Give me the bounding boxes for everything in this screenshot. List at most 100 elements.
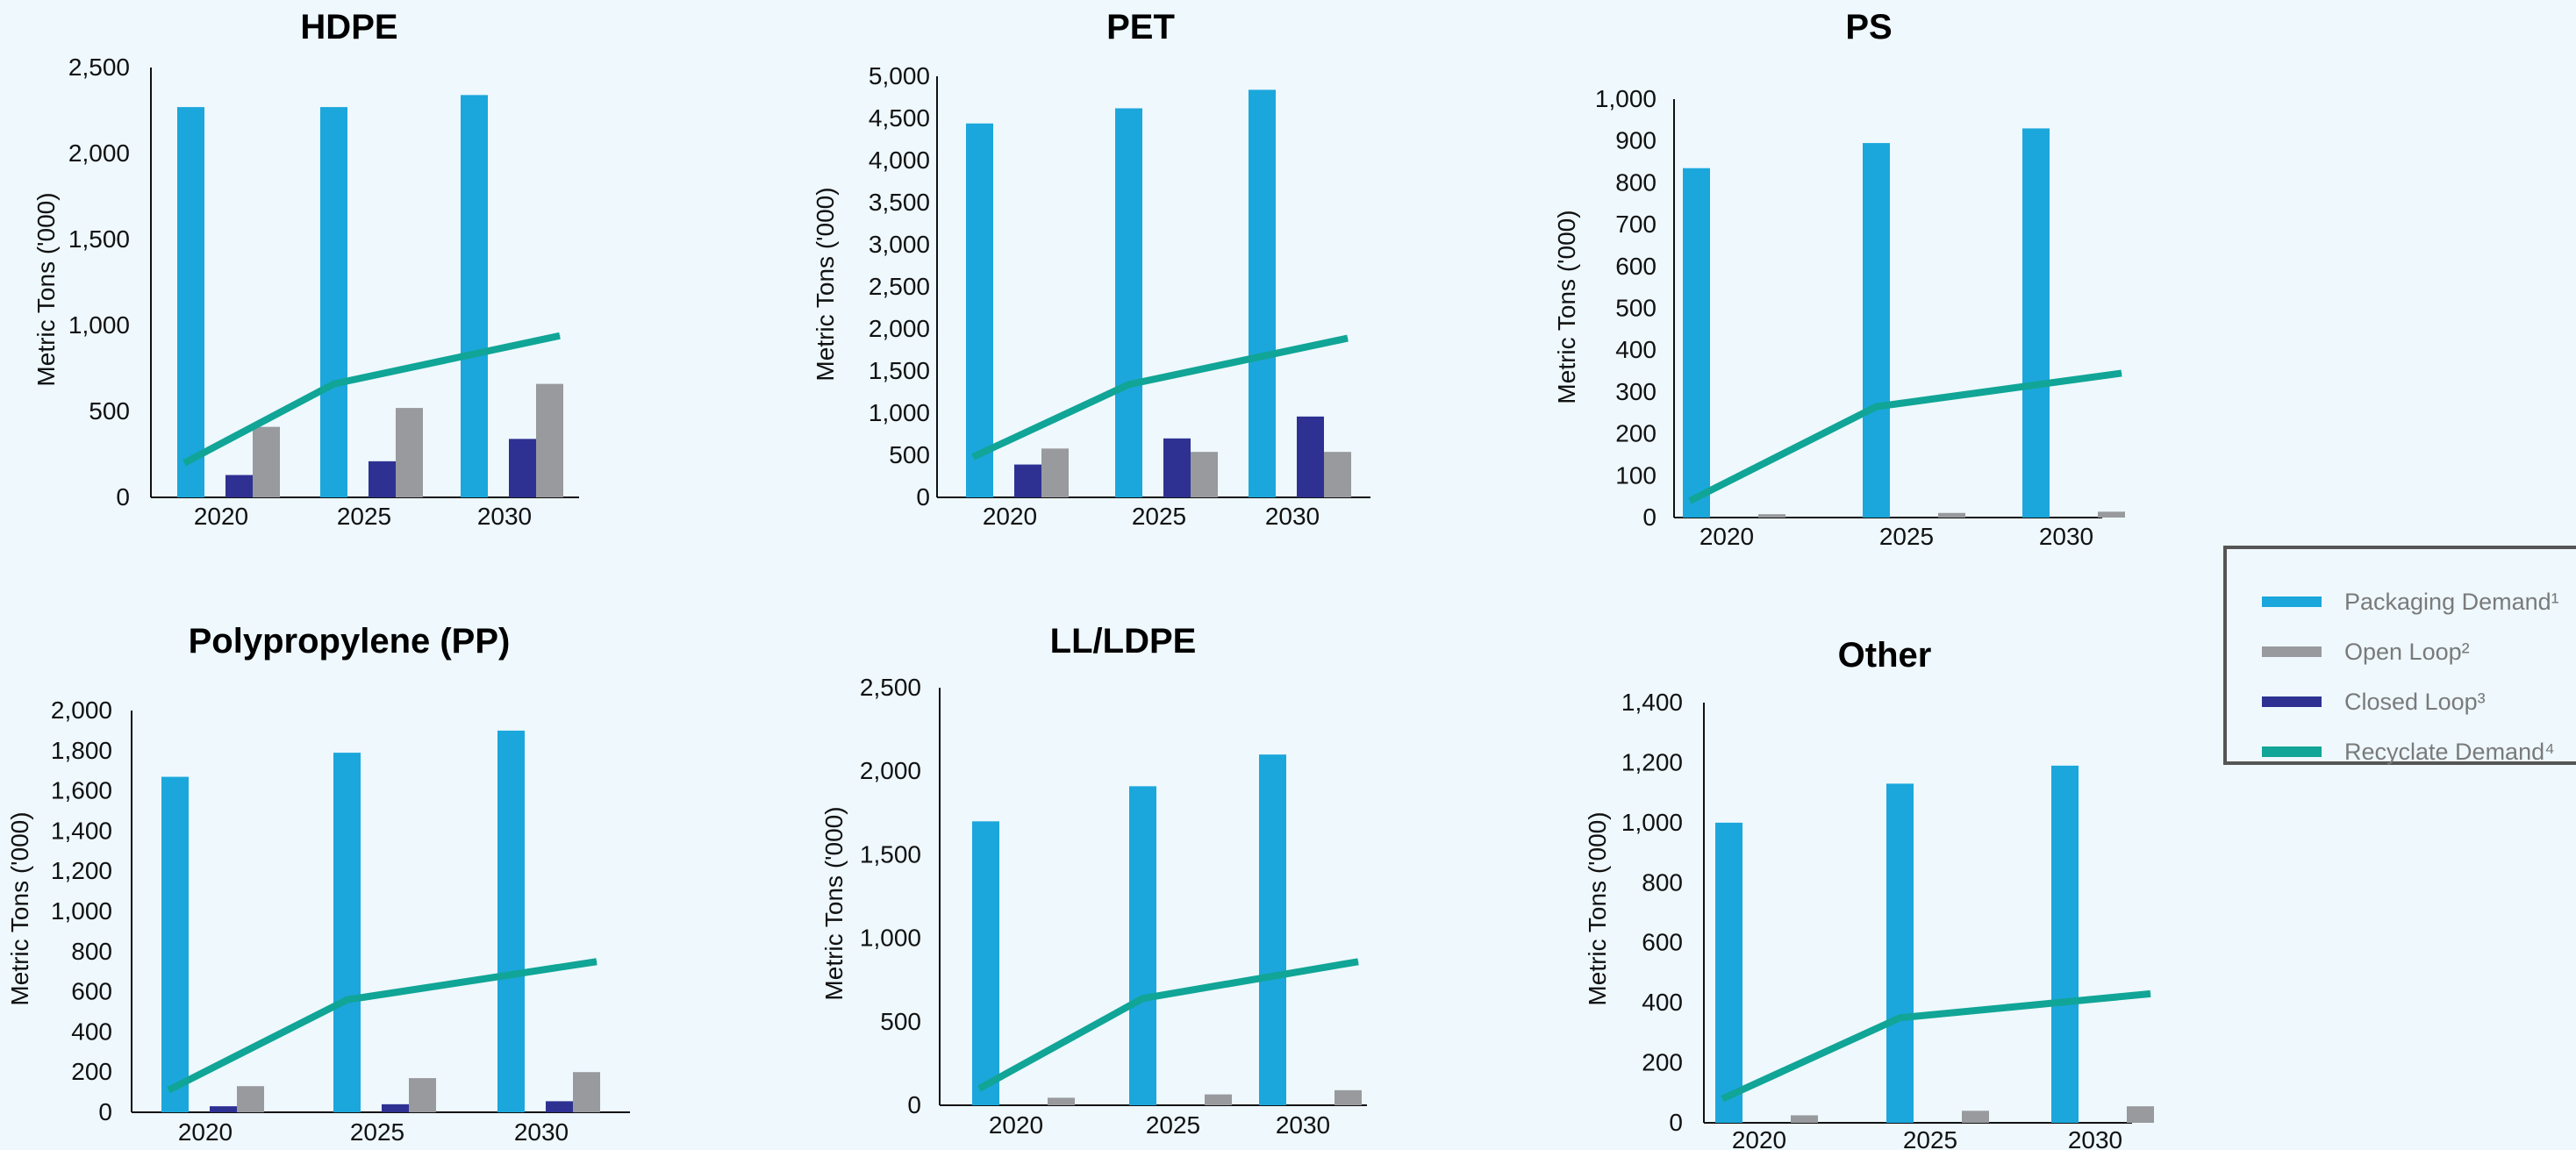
x-tick-label: 2020 — [1732, 1126, 1786, 1150]
y-axis-label: Metric Tons ('000) — [812, 187, 839, 381]
bar-open-loop — [237, 1086, 264, 1112]
bar-open-loop — [2127, 1106, 2154, 1123]
legend-label: Packaging Demand¹ — [2344, 588, 2559, 615]
bar-open-loop — [1205, 1094, 1232, 1105]
x-tick-label: 2025 — [350, 1118, 404, 1146]
chart-title: PET — [1106, 8, 1175, 46]
y-tick-label: 600 — [1615, 253, 1657, 280]
x-tick-label: 2020 — [1699, 523, 1754, 550]
point-recyclate-demand — [559, 335, 561, 337]
line-recyclate-demand — [167, 958, 597, 1094]
bar-packaging-demand — [1259, 754, 1286, 1105]
legend-item-open-loop: Open Loop² — [2262, 634, 2470, 669]
point-recyclate-demand — [978, 1088, 980, 1089]
bar-closed-loop — [1014, 464, 1041, 497]
y-tick-label: 200 — [1615, 420, 1657, 447]
y-axis-label: Metric Tons ('000) — [32, 192, 60, 386]
y-tick-label: 1,000 — [860, 925, 921, 952]
bar-packaging-demand — [2022, 128, 2050, 518]
y-tick-label: 1,200 — [51, 857, 112, 884]
legend-label: Open Loop² — [2344, 638, 2470, 665]
bar-packaging-demand — [1249, 89, 1276, 498]
y-tick-label: 4,500 — [869, 104, 930, 132]
y-tick-label: 1,600 — [51, 777, 112, 804]
legend-item-packaging-demand: Packaging Demand¹ — [2262, 584, 2559, 619]
x-tick-label: 2025 — [1903, 1126, 1957, 1150]
bar-open-loop — [1791, 1115, 1818, 1123]
bar-packaging-demand — [972, 821, 999, 1105]
chart-title: HDPE — [300, 8, 397, 46]
y-axis-label: Metric Tons ('000) — [6, 811, 33, 1005]
bar-closed-loop — [210, 1106, 237, 1112]
bar-packaging-demand — [1115, 108, 1142, 497]
y-tick-label: 200 — [1642, 1049, 1683, 1076]
y-tick-label: 1,500 — [869, 357, 930, 384]
bar-packaging-demand — [177, 107, 204, 497]
chart-title: LL/LDPE — [1050, 622, 1197, 661]
y-tick-label: 0 — [1669, 1109, 1683, 1136]
point-recyclate-demand — [1142, 997, 1143, 999]
x-tick-label: 2030 — [2068, 1126, 2122, 1150]
y-tick-label: 1,000 — [1595, 85, 1657, 112]
bar-open-loop — [1962, 1111, 1989, 1123]
y-axis-label: Metric Tons ('000) — [1584, 811, 1611, 1005]
bar-open-loop — [409, 1078, 436, 1112]
point-recyclate-demand — [333, 383, 334, 385]
y-tick-label: 800 — [71, 938, 112, 965]
y-tick-label: 1,500 — [860, 840, 921, 868]
bar-closed-loop — [1297, 416, 1324, 497]
bar-open-loop — [1324, 452, 1351, 497]
y-tick-label: 1,400 — [51, 817, 112, 844]
bar-open-loop — [536, 383, 563, 497]
y-tick-label: 3,500 — [869, 189, 930, 216]
bar-packaging-demand — [1715, 822, 1742, 1123]
x-tick-label: 2030 — [1276, 1111, 1330, 1139]
point-recyclate-demand — [1347, 338, 1349, 339]
x-tick-label: 2020 — [983, 503, 1037, 530]
y-tick-label: 1,400 — [1621, 689, 1683, 716]
y-tick-label: 2,000 — [869, 315, 930, 342]
chart-title: PS — [1845, 8, 1892, 46]
y-tick-label: 400 — [1615, 336, 1657, 363]
y-tick-label: 800 — [1642, 868, 1683, 896]
y-tick-label: 700 — [1615, 211, 1657, 238]
bar-closed-loop — [382, 1104, 409, 1112]
legend-swatch-packaging-demand — [2262, 596, 2322, 607]
bar-open-loop — [1335, 1089, 1362, 1105]
y-tick-label: 1,800 — [51, 737, 112, 764]
line-recyclate-demand — [977, 958, 1359, 1092]
bar-open-loop — [396, 408, 423, 497]
y-tick-label: 600 — [71, 978, 112, 1005]
y-tick-label: 2,000 — [68, 139, 130, 167]
chart-title: Polypropylene (PP) — [189, 622, 511, 661]
line-recyclate-demand — [182, 332, 561, 467]
point-recyclate-demand — [168, 1089, 169, 1091]
bar-packaging-demand — [966, 123, 993, 497]
legend-swatch-open-loop — [2262, 646, 2322, 657]
y-tick-label: 5,000 — [869, 62, 930, 89]
x-tick-label: 2020 — [194, 503, 248, 530]
chart-title: Other — [1838, 636, 1932, 675]
bar-packaging-demand — [333, 753, 361, 1112]
y-tick-label: 1,000 — [869, 399, 930, 426]
bar-closed-loop — [369, 461, 396, 497]
x-tick-label: 2030 — [477, 503, 532, 530]
point-recyclate-demand — [1128, 383, 1129, 385]
legend-item-recyclate-demand: Recyclate Demand⁴ — [2262, 734, 2555, 769]
y-tick-label: 1,000 — [1621, 809, 1683, 836]
bar-packaging-demand — [497, 730, 525, 1112]
x-tick-label: 2020 — [989, 1111, 1043, 1139]
point-recyclate-demand — [1357, 961, 1359, 962]
bar-packaging-demand — [2051, 765, 2079, 1123]
legend-item-closed-loop: Closed Loop³ — [2262, 684, 2486, 719]
line-recyclate-demand — [971, 334, 1349, 461]
y-tick-label: 1,000 — [68, 311, 130, 339]
bar-open-loop — [1938, 512, 1965, 518]
bar-closed-loop — [1163, 438, 1191, 497]
y-tick-label: 0 — [116, 483, 130, 511]
bar-packaging-demand — [161, 776, 189, 1112]
line-recyclate-demand — [1721, 989, 2151, 1103]
bar-open-loop — [1041, 448, 1069, 497]
legend-swatch-closed-loop — [2262, 696, 2322, 707]
